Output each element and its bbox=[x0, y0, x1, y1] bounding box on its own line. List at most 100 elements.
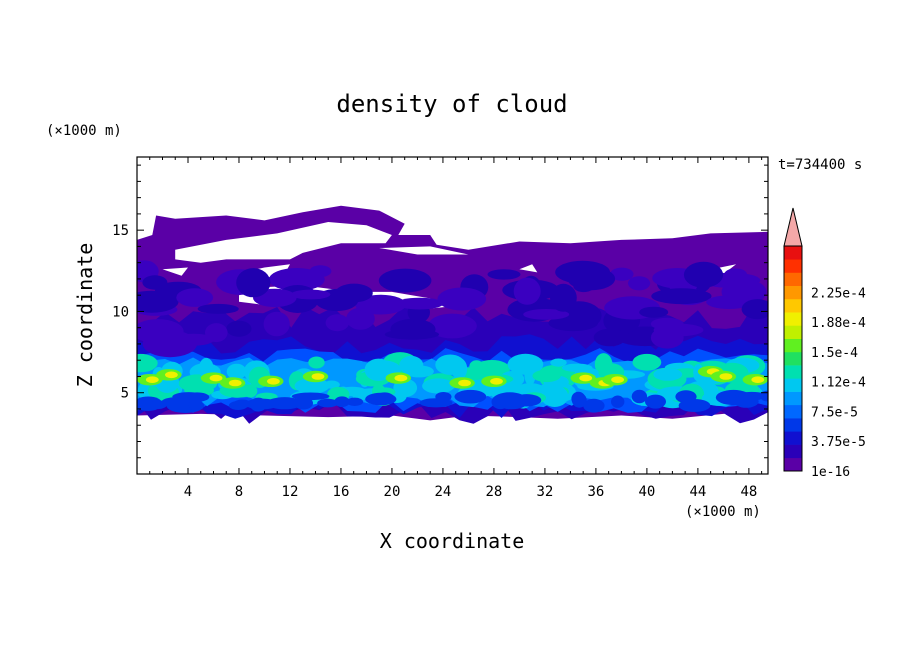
peak-density-patch bbox=[611, 376, 624, 384]
colorbar-level bbox=[784, 444, 802, 459]
lower-eddy bbox=[375, 392, 394, 403]
core-eddy bbox=[137, 353, 158, 373]
upper-eddy bbox=[513, 277, 541, 305]
colorbar-label: 1e-16 bbox=[811, 465, 850, 480]
peak-density-patch bbox=[267, 378, 280, 385]
upper-eddy bbox=[651, 288, 712, 305]
y-tick-label: 15 bbox=[112, 223, 129, 239]
colorbar-level bbox=[784, 378, 802, 392]
colorbar-level bbox=[784, 338, 802, 353]
lower-eddy bbox=[334, 396, 350, 408]
peak-density-patch bbox=[228, 379, 242, 387]
upper-eddy bbox=[335, 283, 373, 303]
peak-density-patch bbox=[458, 379, 471, 387]
upper-eddy bbox=[706, 295, 752, 310]
upper-eddy bbox=[639, 306, 669, 318]
colorbar-level bbox=[784, 325, 802, 339]
x-tick-label: 28 bbox=[485, 484, 502, 500]
y-axis: 5 10 15 bbox=[112, 164, 768, 459]
upper-eddy bbox=[263, 311, 290, 337]
upper-eddy bbox=[172, 333, 214, 346]
peak-density-patch bbox=[394, 374, 408, 382]
lower-eddy bbox=[733, 395, 759, 408]
colorbar-level bbox=[784, 431, 802, 445]
core-eddy bbox=[308, 356, 325, 369]
core-eddy bbox=[550, 358, 567, 367]
upper-eddy bbox=[610, 267, 634, 281]
lower-eddy bbox=[631, 389, 648, 404]
colorbar-level bbox=[784, 272, 802, 287]
upper-eddy bbox=[548, 315, 598, 332]
upper-eddy bbox=[346, 307, 375, 330]
peak-density-patch bbox=[165, 371, 178, 379]
upper-eddy bbox=[226, 320, 252, 337]
x-tick-label: 44 bbox=[689, 484, 706, 500]
cloud-gap bbox=[175, 222, 392, 263]
plot-frame bbox=[136, 156, 769, 475]
peak-density-patch bbox=[209, 374, 223, 382]
upper-eddy bbox=[437, 287, 487, 311]
lower-eddy bbox=[233, 399, 252, 408]
core-eddy bbox=[632, 353, 662, 371]
core-eddy bbox=[469, 360, 484, 372]
colorbar-label: 3.75e-5 bbox=[811, 435, 866, 450]
colorbar-extension-arrow bbox=[783, 207, 803, 247]
x-tick-label: 36 bbox=[587, 484, 604, 500]
upper-eddy bbox=[137, 290, 179, 313]
colorbar-level bbox=[784, 246, 802, 260]
upper-eddy bbox=[395, 297, 444, 310]
x-axis: 4 8 12 16 20 24 28 32 36 40 44 48 bbox=[149, 157, 763, 500]
colorbar-level bbox=[784, 365, 802, 379]
lower-eddy bbox=[161, 397, 192, 407]
upper-eddy bbox=[683, 261, 724, 288]
upper-eddy bbox=[487, 269, 521, 280]
core-eddy bbox=[435, 354, 466, 375]
lower-eddy bbox=[149, 400, 167, 410]
x-tick-label: 12 bbox=[282, 484, 299, 500]
lower-eddy bbox=[611, 395, 625, 408]
core-eddy bbox=[532, 369, 561, 383]
time-label: t=734400 s bbox=[778, 157, 862, 173]
lower-eddy bbox=[645, 394, 666, 409]
upper-eddy bbox=[197, 303, 239, 314]
core-eddy bbox=[399, 355, 424, 375]
upper-eddy bbox=[741, 299, 768, 320]
y-unit-label: (×1000 m) bbox=[46, 123, 122, 139]
core-eddy bbox=[507, 353, 544, 375]
upper-eddy bbox=[309, 265, 332, 278]
colorbar-level bbox=[784, 312, 802, 326]
cloud-gap bbox=[519, 264, 538, 273]
upper-eddy bbox=[325, 314, 349, 332]
colorbar-label: 1.12e-4 bbox=[811, 376, 866, 391]
lower-eddy bbox=[317, 398, 339, 408]
colorbar-level bbox=[784, 298, 802, 313]
density-field bbox=[137, 205, 768, 424]
y-axis-label: Z coordinate bbox=[73, 243, 97, 388]
peak-density-patch bbox=[579, 374, 593, 382]
upper-eddy bbox=[290, 289, 331, 300]
peak-density-patch bbox=[490, 378, 503, 385]
x-tick-label: 24 bbox=[435, 484, 452, 500]
x-tick-label: 4 bbox=[184, 484, 192, 500]
peak-density-patch bbox=[719, 373, 733, 380]
lower-eddy bbox=[346, 397, 364, 406]
cloud-gap bbox=[162, 267, 188, 276]
lower-eddy bbox=[188, 398, 203, 411]
colorbar-level bbox=[784, 259, 802, 273]
lower-eddy bbox=[294, 396, 313, 410]
x-tick-label: 32 bbox=[536, 484, 553, 500]
upper-eddy bbox=[142, 275, 168, 290]
x-tick-label: 48 bbox=[740, 484, 757, 500]
upper-eddy bbox=[567, 267, 616, 291]
lower-eddy bbox=[583, 398, 605, 413]
upper-eddy bbox=[378, 268, 432, 293]
peak-density-patch bbox=[145, 376, 159, 384]
upper-eddy bbox=[137, 319, 184, 344]
y-tick-label: 10 bbox=[112, 304, 129, 320]
colorbar-label: 1.88e-4 bbox=[811, 316, 866, 331]
lower-eddy bbox=[250, 397, 267, 412]
chart-title: density of cloud bbox=[336, 90, 567, 118]
cloud-gap bbox=[379, 246, 469, 255]
x-tick-label: 16 bbox=[333, 484, 350, 500]
